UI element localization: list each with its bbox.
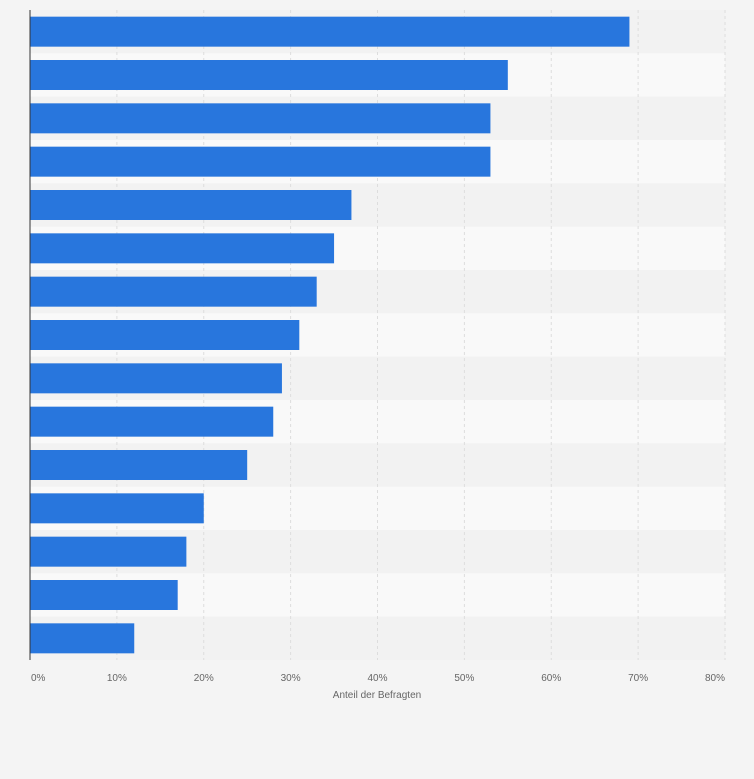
- bar[interactable]: [30, 276, 317, 307]
- bar[interactable]: [30, 60, 508, 90]
- bar[interactable]: [30, 450, 248, 480]
- x-tick-label: 0%: [31, 673, 46, 684]
- x-tick-label: 50%: [454, 673, 474, 684]
- bar[interactable]: [30, 320, 300, 350]
- bar[interactable]: [30, 146, 491, 177]
- x-tick-label: 30%: [281, 673, 301, 684]
- x-tick-label: 40%: [367, 673, 387, 684]
- x-tick-label: 70%: [628, 673, 648, 684]
- x-tick-label: 60%: [541, 673, 561, 684]
- bar[interactable]: [30, 623, 135, 654]
- x-tick-label: 80%: [705, 673, 725, 684]
- bar[interactable]: [30, 406, 274, 437]
- bar[interactable]: [30, 190, 352, 220]
- bar[interactable]: [30, 103, 491, 134]
- bar[interactable]: [30, 493, 204, 524]
- bar[interactable]: [30, 580, 178, 610]
- bar[interactable]: [30, 536, 187, 567]
- x-tick-label: 20%: [194, 673, 214, 684]
- x-tick-labels: 0% 10% 20% 30% 40% 50% 60% 70% 80%: [31, 673, 725, 684]
- bar[interactable]: [30, 16, 630, 47]
- bars-group: [30, 16, 630, 654]
- x-tick-label: 10%: [107, 673, 127, 684]
- bar[interactable]: [30, 233, 335, 264]
- bar[interactable]: [30, 363, 282, 394]
- x-axis-title: Anteil der Befragten: [333, 690, 421, 701]
